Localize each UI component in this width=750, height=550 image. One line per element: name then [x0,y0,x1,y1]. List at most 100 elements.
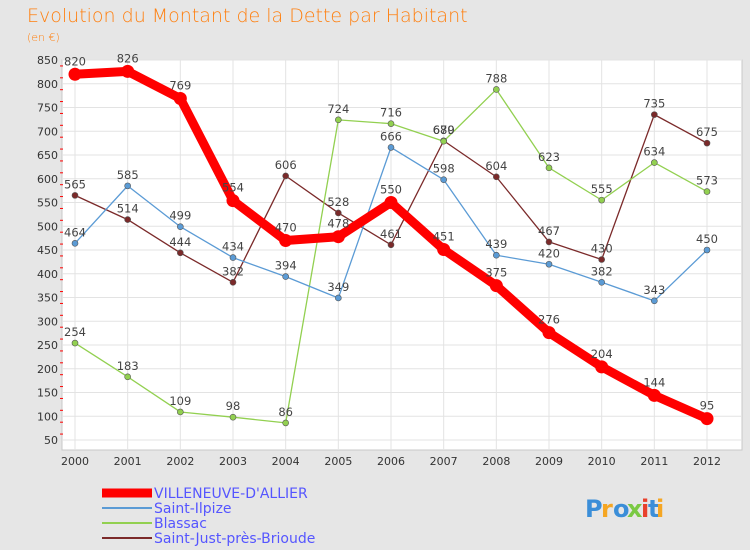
x-tick-label: 2007 [430,455,458,468]
y-tick-label: 50 [44,434,58,447]
data-label: 598 [433,162,455,176]
chart-title: Evolution du Montant de la Dette par Hab… [27,5,468,27]
y-tick-label: 200 [37,363,58,376]
data-label: 565 [64,177,86,191]
data-label: 820 [64,54,86,68]
logo-letter: P [585,495,603,523]
data-label: 420 [538,246,560,260]
x-tick-label: 2009 [535,455,563,468]
logo-letter: i [641,495,649,523]
data-label: 573 [696,174,718,188]
data-point [700,412,714,426]
data-label: 382 [222,264,244,278]
data-point [177,249,184,257]
data-point [387,120,395,127]
logo-letter: x [627,495,643,523]
data-point [493,173,500,181]
data-point [703,188,711,195]
data-label: 716 [380,106,402,120]
logo-letter: t [648,495,659,523]
data-label: 430 [591,242,613,256]
y-tick-label: 250 [37,339,58,352]
data-point [229,413,237,421]
data-point [282,419,289,427]
data-point [489,279,503,293]
data-point [542,326,556,340]
y-tick-label: 650 [37,149,58,162]
y-tick-label: 150 [37,387,58,400]
data-point [437,243,451,257]
y-tick-label: 500 [37,220,58,233]
data-point [71,339,79,347]
legend-label: Saint-Ilpize [154,501,232,517]
data-point [651,297,658,305]
y-tick-label: 450 [37,244,58,257]
y-tick-label: 850 [37,54,58,67]
data-point [545,260,553,268]
data-label: 478 [327,217,349,231]
data-point [598,278,605,286]
data-point [335,116,342,124]
data-label: 254 [64,325,86,339]
data-point [173,91,187,105]
x-tick-label: 2010 [588,455,616,468]
x-tick-label: 2005 [324,455,352,468]
data-label: 183 [117,359,139,373]
data-point [121,64,135,78]
legend-label: Blassac [154,516,207,532]
data-label: 204 [591,347,613,361]
data-point [384,196,398,209]
y-tick-label: 750 [37,102,58,115]
data-point [71,240,79,247]
logo-letter: r [601,495,613,523]
data-point [279,234,293,247]
data-point [226,194,240,208]
data-label: 606 [275,158,297,172]
data-point [651,159,658,166]
data-point [598,196,605,204]
data-label: 382 [591,264,613,278]
x-tick-label: 2003 [219,455,247,468]
data-point [229,254,237,261]
data-label: 439 [485,237,507,251]
data-point [124,216,131,223]
data-label: 675 [696,125,718,139]
data-point [331,230,345,244]
x-tick-label: 2000 [61,455,89,468]
data-point [440,176,447,183]
data-label: 450 [696,232,718,246]
x-tick-label: 2012 [693,455,721,468]
data-label: 528 [327,195,349,209]
y-tick-label: 550 [37,197,58,210]
data-point [545,238,553,246]
data-label: 109 [169,394,191,408]
data-label: 555 [591,182,613,196]
data-label: 464 [64,225,86,239]
logo-letter: i [656,495,664,523]
data-label: 769 [169,78,191,92]
x-tick-label: 2004 [272,455,300,468]
data-point [440,137,447,145]
data-label: 444 [169,235,191,249]
data-label: 634 [643,145,665,159]
y-tick-label: 600 [37,173,58,186]
x-tick-label: 2006 [377,455,405,468]
data-label: 394 [275,259,297,273]
data-label: 514 [117,202,139,216]
x-tick-label: 2008 [482,455,510,468]
data-point [493,251,500,259]
x-tick-label: 2002 [166,455,194,468]
data-label: 680 [433,123,455,137]
data-point [71,192,79,199]
data-point [124,373,131,381]
data-label: 95 [700,399,715,413]
data-label: 451 [433,230,455,244]
logo-letter: o [613,495,630,523]
data-point [387,241,395,249]
data-label: 554 [222,181,244,195]
x-tick-label: 2011 [640,455,668,468]
data-label: 343 [643,283,665,297]
data-point [177,223,184,231]
y-tick-label: 700 [37,125,58,138]
